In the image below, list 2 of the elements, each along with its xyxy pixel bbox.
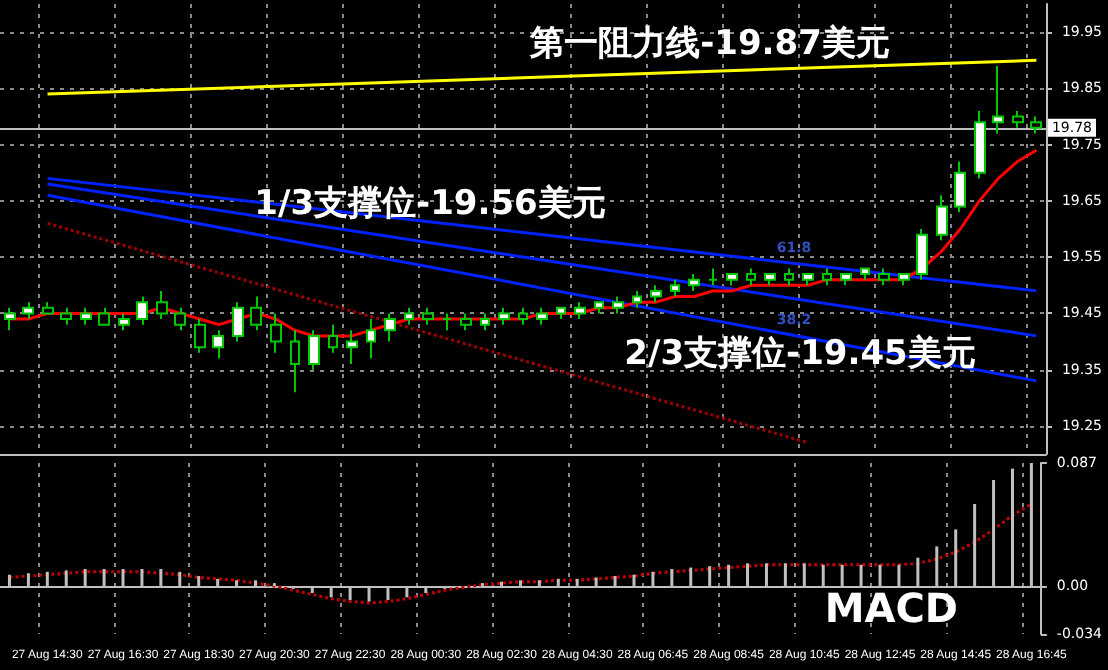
- text: MACD: [824, 584, 959, 632]
- annotation: 第一阻力线-19.87美元: [528, 24, 890, 64]
